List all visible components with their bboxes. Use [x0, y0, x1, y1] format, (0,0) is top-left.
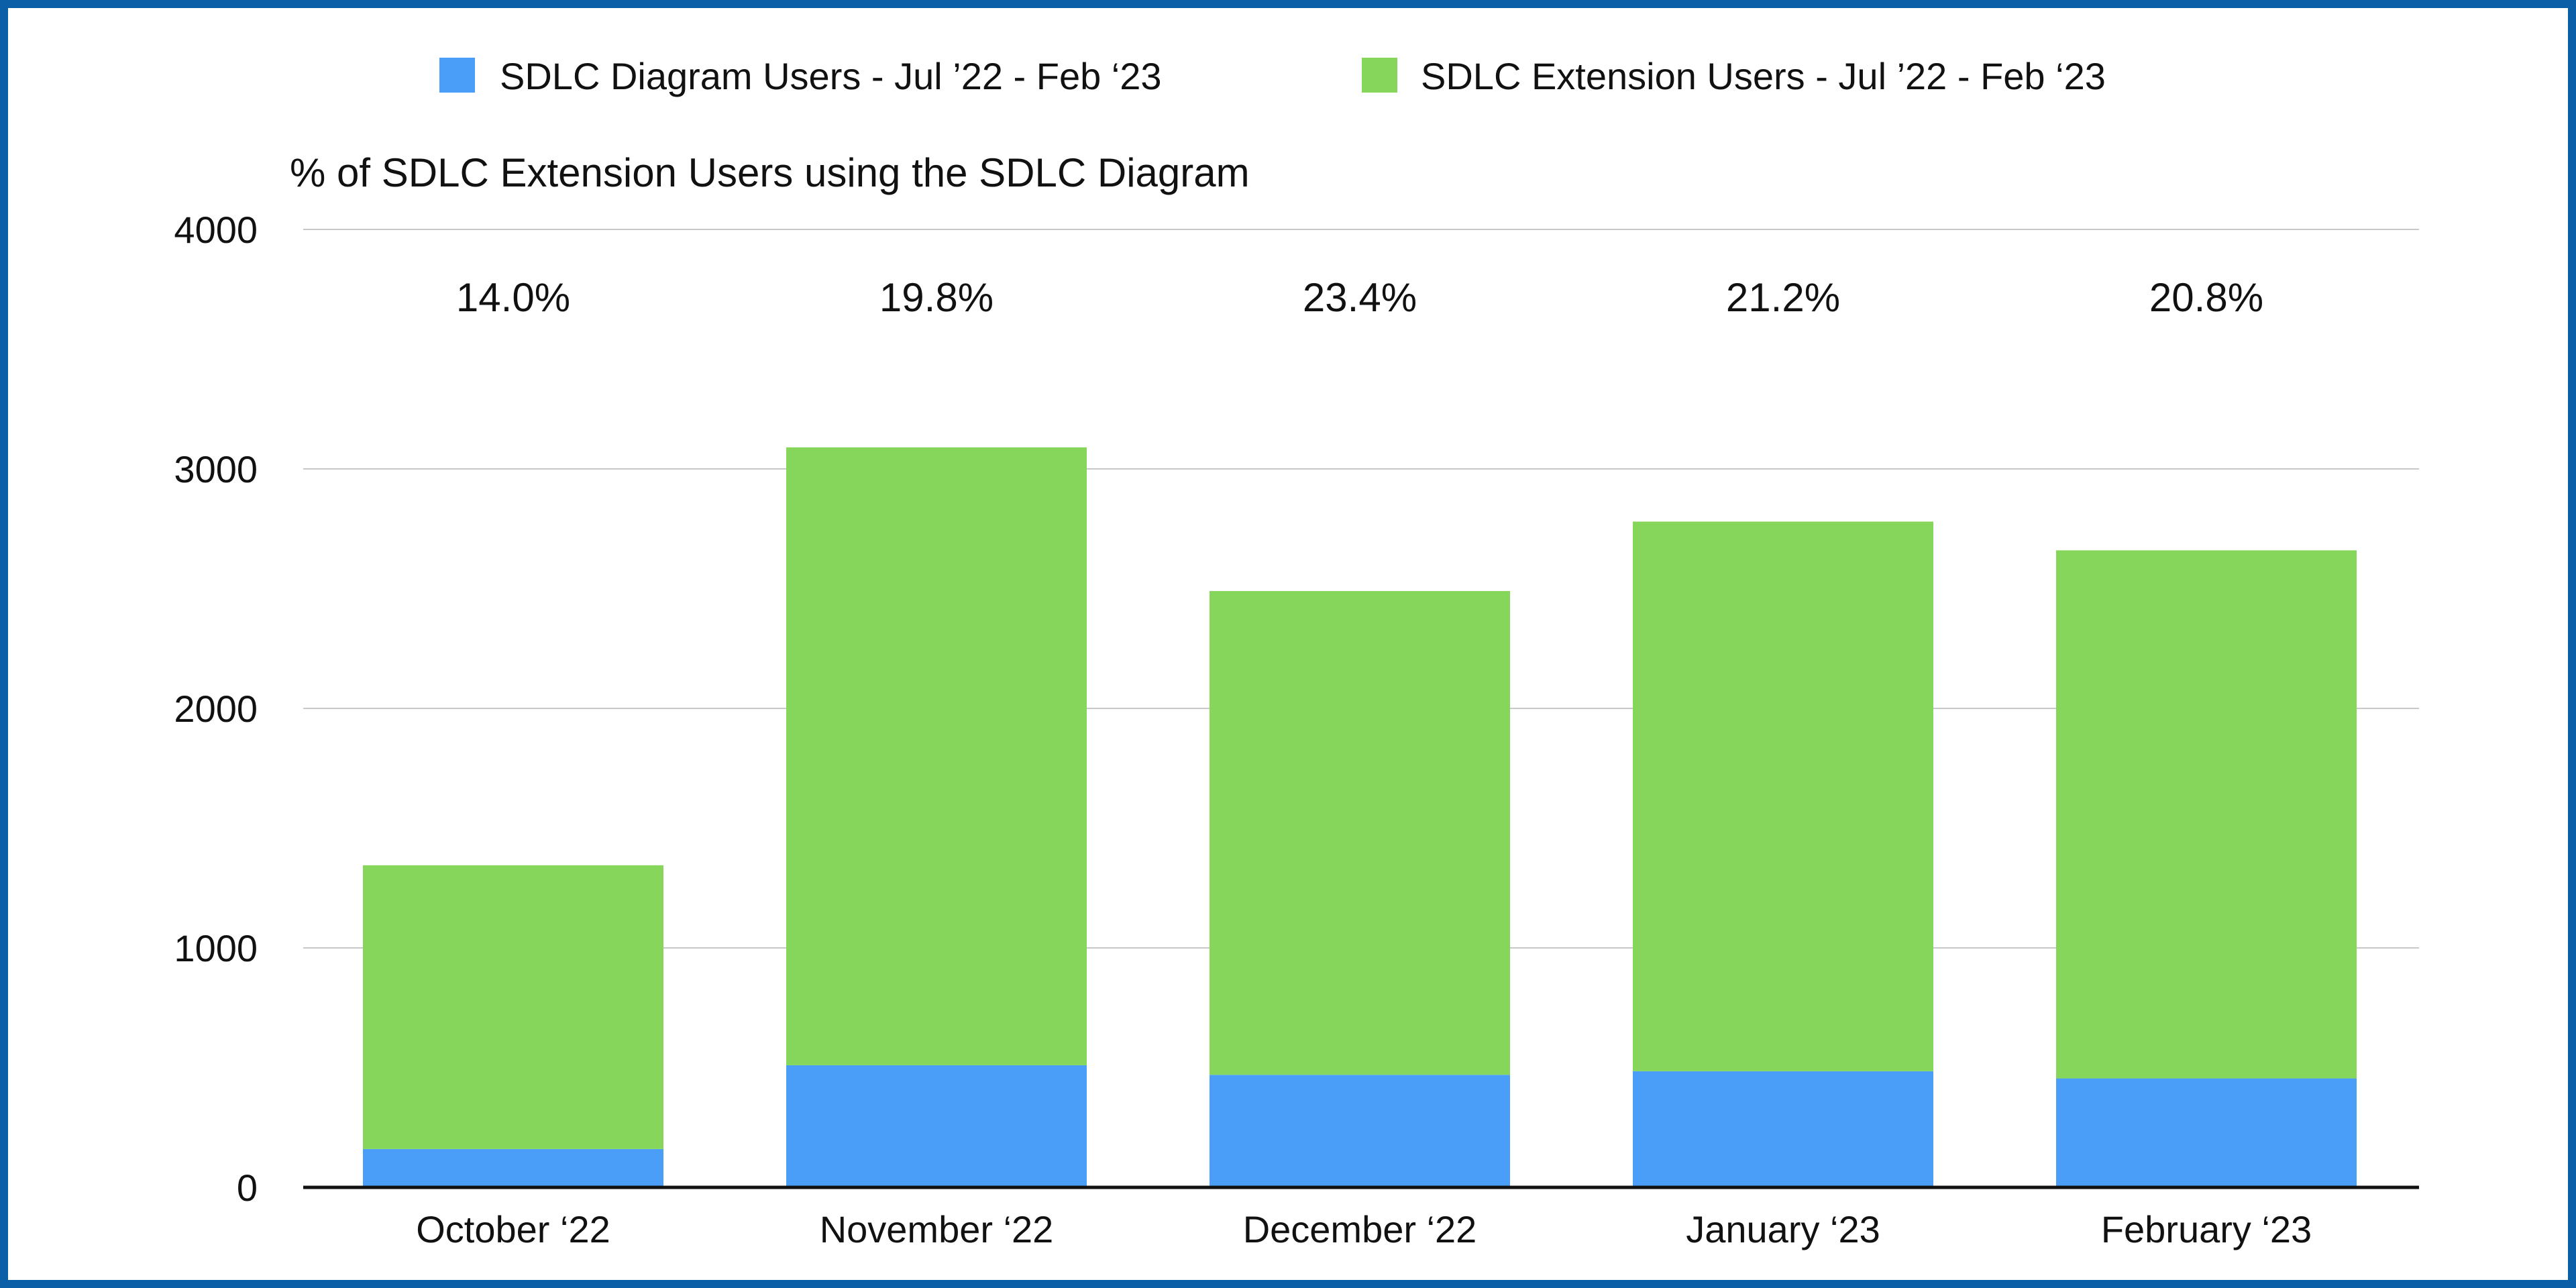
x-category-label: November ‘22 — [820, 1208, 1054, 1250]
legend: SDLC Diagram Users - Jul ’22 - Feb ‘23 S… — [439, 55, 2106, 97]
bar-segment-extension-users — [2056, 550, 2357, 1079]
chart-subtitle: % of SDLC Extension Users using the SDLC… — [290, 150, 1250, 195]
x-axis-category-labels: October ‘22 November ‘22 December ‘22 Janua… — [416, 1208, 2312, 1250]
legend-label-diagram: SDLC Diagram Users - Jul ’22 - Feb ‘23 — [500, 55, 1162, 97]
bar-segment-extension-users — [1210, 591, 1510, 1075]
x-category-label: December ‘22 — [1243, 1208, 1477, 1250]
y-tick-label: 3000 — [174, 448, 258, 490]
x-category-label: February ‘23 — [2101, 1208, 2312, 1250]
bar-segment-diagram-users — [363, 1148, 663, 1187]
y-tick-label: 1000 — [174, 927, 258, 969]
legend-swatch-diagram — [439, 58, 475, 93]
bar-segment-extension-users — [786, 447, 1087, 1065]
legend-swatch-extension — [1362, 58, 1397, 93]
x-category-label: October ‘22 — [416, 1208, 610, 1250]
legend-label-extension: SDLC Extension Users - Jul ’22 - Feb ‘23 — [1421, 55, 2106, 97]
stacked-bar-chart: SDLC Diagram Users - Jul ’22 - Feb ‘23 S… — [174, 55, 2419, 1250]
x-category-label: January ‘23 — [1686, 1208, 1880, 1250]
y-tick-label: 0 — [237, 1167, 258, 1209]
bar-segment-diagram-users — [1633, 1071, 1933, 1187]
y-tick-label: 4000 — [174, 209, 258, 251]
percent-annotation: 19.8% — [879, 275, 994, 320]
percent-annotation: 20.8% — [2149, 275, 2263, 320]
percent-annotation: 21.2% — [1726, 275, 1840, 320]
bar-segment-diagram-users — [2056, 1078, 2357, 1187]
bar-segment-diagram-users — [1210, 1075, 1510, 1187]
y-tick-label: 2000 — [174, 688, 258, 730]
percent-annotations: 14.0% 19.8% 23.4% 21.2% 20.8% — [456, 275, 2263, 320]
bar-segment-extension-users — [1633, 521, 1933, 1071]
bars — [363, 447, 2357, 1187]
y-axis-tick-labels: 0 1000 2000 3000 4000 — [174, 209, 258, 1209]
bar-segment-diagram-users — [786, 1065, 1087, 1187]
bar-segment-extension-users — [363, 865, 663, 1149]
percent-annotation: 23.4% — [1303, 275, 1417, 320]
percent-annotation: 14.0% — [456, 275, 570, 320]
